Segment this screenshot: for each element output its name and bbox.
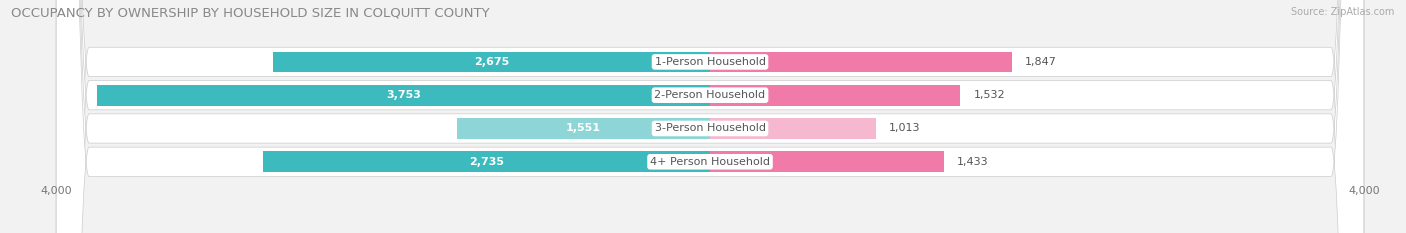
Bar xyxy=(710,118,876,139)
Bar xyxy=(710,85,960,106)
Bar xyxy=(710,151,945,172)
Text: 1,532: 1,532 xyxy=(973,90,1005,100)
Text: 1,847: 1,847 xyxy=(1025,57,1057,67)
Bar xyxy=(273,51,710,72)
Text: 2-Person Household: 2-Person Household xyxy=(654,90,766,100)
FancyBboxPatch shape xyxy=(56,0,1364,233)
Text: 4+ Person Household: 4+ Person Household xyxy=(650,157,770,167)
Text: 3-Person Household: 3-Person Household xyxy=(655,123,765,134)
Text: Source: ZipAtlas.com: Source: ZipAtlas.com xyxy=(1291,7,1395,17)
Text: 2,675: 2,675 xyxy=(474,57,509,67)
Bar xyxy=(263,151,710,172)
Text: OCCUPANCY BY OWNERSHIP BY HOUSEHOLD SIZE IN COLQUITT COUNTY: OCCUPANCY BY OWNERSHIP BY HOUSEHOLD SIZE… xyxy=(11,7,489,20)
Text: 1,551: 1,551 xyxy=(565,123,600,134)
Text: 1,013: 1,013 xyxy=(889,123,920,134)
FancyBboxPatch shape xyxy=(56,0,1364,233)
Text: 1,433: 1,433 xyxy=(957,157,988,167)
FancyBboxPatch shape xyxy=(56,0,1364,233)
Bar xyxy=(97,85,710,106)
Bar xyxy=(710,51,1012,72)
Text: 2,735: 2,735 xyxy=(470,157,503,167)
Bar xyxy=(457,118,710,139)
FancyBboxPatch shape xyxy=(56,0,1364,233)
Text: 1-Person Household: 1-Person Household xyxy=(655,57,765,67)
Text: 3,753: 3,753 xyxy=(385,90,420,100)
